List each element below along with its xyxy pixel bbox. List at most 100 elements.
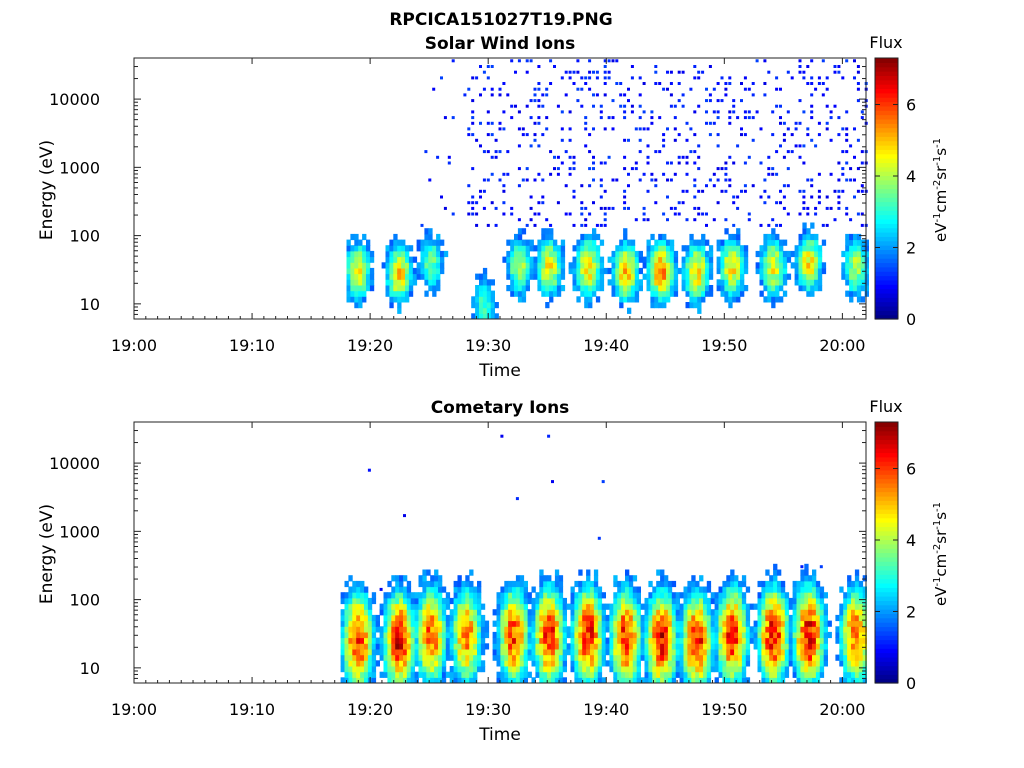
- spectrogram-cell: [658, 267, 663, 275]
- spectrogram-cell: [671, 609, 677, 616]
- spectrogram-cell: [769, 575, 774, 582]
- spectrogram-cell: [800, 620, 805, 627]
- spectrogram-cell: [771, 228, 776, 235]
- spectrogram-cell: [395, 597, 400, 605]
- spectrogram-cell: [695, 654, 700, 661]
- spectrogram-cell: [765, 677, 770, 684]
- spectrogram-cell: [595, 93, 599, 97]
- spectrogram-cell: [512, 586, 517, 593]
- spectrogram-cell: [519, 620, 525, 627]
- spectrogram-cell: [849, 273, 854, 280]
- spectrogram-cell: [627, 99, 630, 103]
- spectrogram-cell: [469, 654, 474, 661]
- spectrogram-cell: [395, 637, 400, 644]
- spectrogram-cell: [761, 586, 766, 593]
- spectrogram-cell: [592, 178, 595, 182]
- spectrogram-cell: [763, 233, 768, 241]
- spectrogram-cell: [681, 285, 686, 292]
- colorbar-segment: [875, 310, 898, 316]
- y-tick-label: 10: [80, 659, 100, 678]
- spectrogram-cell: [835, 631, 840, 639]
- spectrogram-cell: [673, 285, 679, 292]
- spectrogram-cell: [730, 631, 735, 639]
- spectrogram-cell: [453, 626, 458, 633]
- spectrogram-cell: [843, 660, 848, 667]
- spectrogram-cell: [385, 279, 390, 286]
- spectrogram-cell: [525, 178, 529, 182]
- spectrogram-cell: [486, 313, 492, 320]
- colorbar-segment: [875, 617, 898, 623]
- spectrogram-cell: [856, 138, 860, 142]
- spectrogram-cell: [482, 279, 488, 286]
- spectrogram-cell: [504, 586, 509, 593]
- spectrogram-cell: [786, 256, 792, 263]
- spectrogram-cell: [650, 116, 654, 120]
- spectrogram-cell: [854, 631, 860, 639]
- spectrogram-cell: [654, 302, 659, 309]
- spectrogram-cell: [397, 285, 402, 292]
- spectrogram-cell: [432, 256, 437, 263]
- spectrogram-cell: [364, 620, 369, 627]
- spectrogram-cell: [475, 313, 480, 320]
- spectrogram-cell: [621, 631, 626, 639]
- spectrogram-cell: [426, 649, 431, 656]
- spectrogram-cell: [449, 620, 454, 627]
- spectrogram-cell: [486, 76, 490, 80]
- spectrogram-cell: [699, 575, 704, 582]
- spectrogram-cell: [547, 597, 552, 605]
- spectrogram-cell: [348, 620, 353, 627]
- spectrogram-cell: [823, 643, 828, 650]
- spectrogram-cell: [623, 155, 627, 159]
- spectrogram-cell: [736, 285, 741, 292]
- spectrogram-cell: [837, 161, 841, 165]
- spectrogram-cell: [449, 631, 454, 639]
- spectrogram-cell: [613, 575, 618, 582]
- spectrogram-cell: [514, 262, 519, 269]
- colorbar-segment: [875, 84, 898, 90]
- spectrogram-cell: [693, 285, 698, 292]
- spectrogram: [340, 434, 867, 684]
- spectrogram-cell: [410, 597, 415, 605]
- spectrogram-cell: [802, 201, 806, 205]
- spectrogram-cell: [736, 206, 740, 210]
- spectrogram-cell: [775, 223, 779, 227]
- spectrogram-cell: [730, 569, 735, 576]
- spectrogram-cell: [743, 250, 749, 258]
- spectrogram-cell: [845, 178, 849, 182]
- spectrogram-cell: [757, 614, 762, 622]
- spectrogram-cell: [730, 677, 735, 684]
- spectrogram-cell: [558, 626, 564, 633]
- spectrogram-cell: [572, 161, 576, 165]
- spectrogram-cell: [716, 99, 720, 103]
- spectrogram-cell: [765, 631, 770, 639]
- spectrogram-cell: [656, 671, 661, 678]
- spectrogram-cell: [625, 666, 630, 673]
- spectrogram-cell: [556, 245, 562, 252]
- spectrogram-cell: [574, 614, 579, 622]
- spectrogram-cell: [720, 290, 725, 297]
- spectrogram-cell: [812, 569, 817, 576]
- spectrogram-cell: [677, 70, 681, 74]
- spectrogram-cell: [406, 597, 412, 605]
- spectrogram-cell: [496, 660, 501, 667]
- spectrogram-cell: [405, 285, 410, 292]
- spectrogram-cell: [383, 666, 388, 673]
- spectrogram-cell: [695, 603, 700, 610]
- colorbar-segment: [875, 314, 898, 320]
- spectrogram-cell: [794, 262, 799, 269]
- spectrogram-cell: [673, 104, 677, 108]
- spectrogram-cell: [543, 580, 548, 588]
- spectrogram-cell: [636, 597, 641, 605]
- spectrogram-cell: [652, 597, 657, 605]
- spectrogram-cell: [517, 256, 523, 263]
- spectrogram-cell: [420, 245, 425, 252]
- spectrogram-cell: [547, 614, 552, 622]
- spectrogram-cell: [416, 273, 421, 280]
- spectrogram-cell: [543, 666, 548, 673]
- spectrogram-cell: [823, 620, 828, 627]
- spectrogram-cell: [352, 649, 357, 656]
- spectrogram-cell: [418, 626, 423, 633]
- spectrogram-cell: [568, 212, 572, 216]
- spectrogram-cell: [406, 631, 412, 639]
- spectrogram-cell: [806, 206, 810, 210]
